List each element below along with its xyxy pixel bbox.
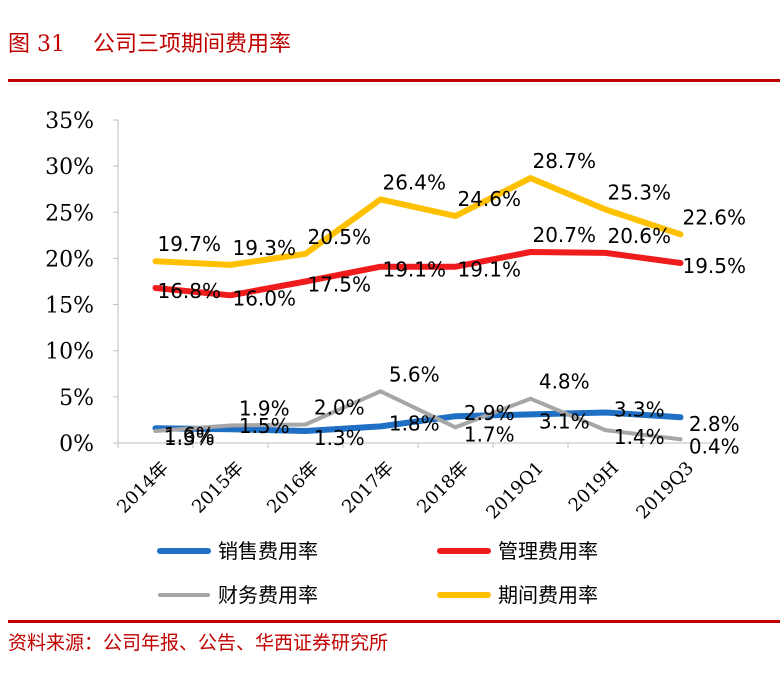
data-label: 1.9% bbox=[239, 396, 290, 420]
chart-lines bbox=[152, 175, 684, 442]
x-tick-label: 2019Q3 bbox=[632, 458, 698, 524]
x-tick-label: 2018年 bbox=[413, 458, 473, 518]
data-label: 1.7% bbox=[464, 422, 515, 446]
y-tick-label: 15% bbox=[45, 294, 94, 319]
data-point bbox=[228, 262, 233, 267]
x-tick-label: 2015年 bbox=[188, 458, 248, 518]
data-label: 28.7% bbox=[532, 149, 596, 173]
y-tick-label: 25% bbox=[45, 201, 94, 226]
data-label: 5.6% bbox=[389, 362, 440, 386]
data-point bbox=[678, 261, 683, 266]
x-tick-label: 2016年 bbox=[263, 458, 323, 518]
data-point bbox=[528, 249, 533, 254]
legend-entry: 管理费用率 bbox=[498, 539, 598, 563]
data-label: 2.9% bbox=[464, 401, 515, 425]
data-point bbox=[678, 232, 683, 237]
series-line-3 bbox=[153, 389, 683, 442]
data-point bbox=[453, 414, 458, 419]
data-point bbox=[228, 293, 233, 298]
data-point bbox=[603, 428, 608, 433]
data-point bbox=[303, 279, 308, 284]
legend-entry: 销售费用率 bbox=[218, 539, 318, 563]
y-tick-label: 0% bbox=[59, 432, 94, 457]
data-label: 16.0% bbox=[232, 286, 296, 310]
data-point bbox=[153, 285, 158, 290]
data-point bbox=[303, 251, 308, 256]
y-tick-label: 30% bbox=[45, 155, 94, 180]
y-tick-label: 10% bbox=[45, 340, 94, 365]
data-label: 19.5% bbox=[682, 254, 746, 278]
data-label: 1.3% bbox=[164, 426, 215, 450]
data-label: 2.0% bbox=[314, 396, 365, 420]
data-label: 1.8% bbox=[389, 411, 440, 435]
data-point bbox=[303, 429, 308, 434]
data-label: 20.6% bbox=[607, 224, 671, 248]
data-label: 20.5% bbox=[307, 225, 371, 249]
data-label: 1.3% bbox=[314, 426, 365, 450]
data-label: 19.1% bbox=[457, 258, 521, 282]
data-point bbox=[453, 213, 458, 218]
data-label: 2.8% bbox=[689, 412, 740, 436]
data-label: 3.1% bbox=[539, 409, 590, 433]
y-tick-label: 5% bbox=[59, 386, 94, 411]
series-line-2 bbox=[152, 249, 684, 299]
data-label: 1.6% bbox=[164, 423, 215, 447]
data-label: 22.6% bbox=[682, 205, 746, 229]
data-label: 4.8% bbox=[539, 370, 590, 394]
data-label: 24.6% bbox=[457, 187, 521, 211]
x-tick-label: 2017年 bbox=[338, 458, 398, 518]
y-tick-label: 20% bbox=[45, 247, 94, 272]
data-point bbox=[378, 389, 383, 394]
figure-number: 图 31 bbox=[8, 32, 65, 57]
figure-title-text: 公司三项期间费用率 bbox=[93, 32, 292, 57]
data-point bbox=[303, 422, 308, 427]
title-rule bbox=[8, 79, 780, 82]
data-label: 1.5% bbox=[239, 414, 290, 438]
x-tick-label: 2014年 bbox=[113, 458, 173, 518]
legend-entry: 财务费用率 bbox=[218, 583, 318, 607]
data-point bbox=[603, 250, 608, 255]
data-label: 26.4% bbox=[382, 170, 446, 194]
source-rule bbox=[8, 620, 780, 623]
data-point bbox=[378, 197, 383, 202]
data-label: 3.3% bbox=[614, 398, 665, 422]
figure-title: 图 31 公司三项期间费用率 bbox=[8, 26, 291, 58]
data-label: 19.7% bbox=[157, 232, 221, 256]
chart-data-labels: 1.6% 1.5% 1.3% 1.8% 2.9% 3.1% 3.3% 2.8% 16.8% 16.… bbox=[157, 149, 746, 458]
data-label: 1.4% bbox=[614, 425, 665, 449]
data-label: 19.3% bbox=[232, 236, 296, 260]
x-tick-label: 2019H bbox=[565, 458, 623, 516]
data-label: 16.8% bbox=[157, 279, 221, 303]
x-tick-label: 2019Q1 bbox=[482, 458, 548, 524]
legend-entry: 期间费用率 bbox=[498, 583, 598, 607]
data-label: 19.1% bbox=[382, 258, 446, 282]
data-point bbox=[528, 412, 533, 417]
series-line-4 bbox=[152, 175, 684, 268]
data-point bbox=[378, 264, 383, 269]
data-point bbox=[678, 415, 683, 420]
series-line-1 bbox=[152, 409, 684, 434]
data-point bbox=[228, 423, 233, 428]
data-point bbox=[453, 264, 458, 269]
y-tick-label: 35% bbox=[45, 109, 94, 134]
data-point bbox=[603, 410, 608, 415]
data-point bbox=[153, 429, 158, 434]
data-label: 20.7% bbox=[532, 223, 596, 247]
data-point bbox=[528, 176, 533, 181]
data-point bbox=[603, 207, 608, 212]
data-point bbox=[528, 396, 533, 401]
data-label: 17.5% bbox=[307, 273, 371, 297]
data-point bbox=[678, 437, 683, 442]
source-note: 资料来源：公司年报、公告、华西证券研究所 bbox=[8, 632, 389, 654]
data-point bbox=[378, 424, 383, 429]
data-point bbox=[153, 259, 158, 264]
data-label: 25.3% bbox=[607, 181, 671, 205]
data-point bbox=[453, 425, 458, 430]
data-point bbox=[228, 427, 233, 432]
data-label: 0.4% bbox=[689, 434, 740, 458]
